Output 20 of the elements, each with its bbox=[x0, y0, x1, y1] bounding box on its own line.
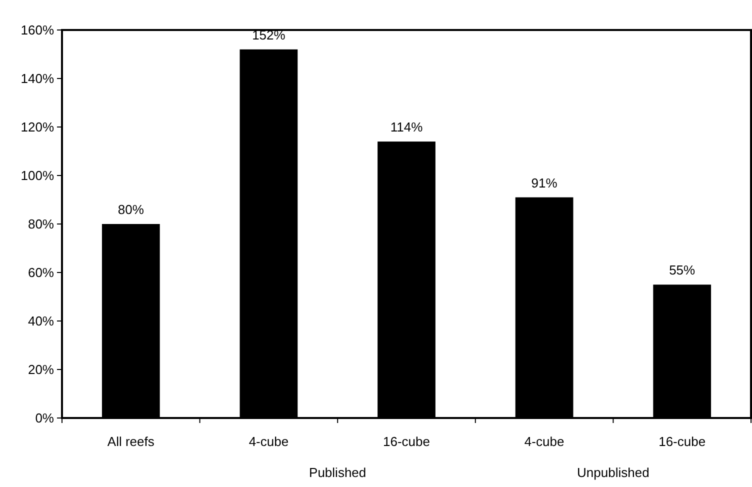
text: Published bbox=[309, 465, 366, 480]
data-label: 91% bbox=[531, 175, 558, 190]
x-tick-label: All reefs bbox=[107, 434, 155, 449]
y-tick-label: 40% bbox=[28, 314, 54, 329]
x-tick-label: 4-cube bbox=[524, 434, 564, 449]
x-tick-label: 4-cube bbox=[248, 434, 289, 449]
y-tick-label: 60% bbox=[28, 265, 54, 280]
x-tick-label: 16-cube bbox=[658, 434, 706, 449]
y-tick-label: 0% bbox=[35, 410, 54, 426]
data-label: 55% bbox=[669, 262, 696, 278]
y-tick-label: 20% bbox=[28, 362, 54, 378]
data-label: 114% bbox=[390, 120, 424, 135]
y-tick-label: 120% bbox=[20, 120, 54, 135]
data-label: 80% bbox=[118, 202, 144, 217]
text: Unpublished bbox=[577, 465, 650, 480]
y-tick-label: 160% bbox=[20, 22, 54, 38]
y-tick-label: 140% bbox=[20, 71, 54, 86]
x-tick-label: 16-cube bbox=[383, 434, 430, 449]
y-tick-label: 80% bbox=[28, 216, 54, 232]
y-tick-label: 100% bbox=[20, 168, 54, 184]
